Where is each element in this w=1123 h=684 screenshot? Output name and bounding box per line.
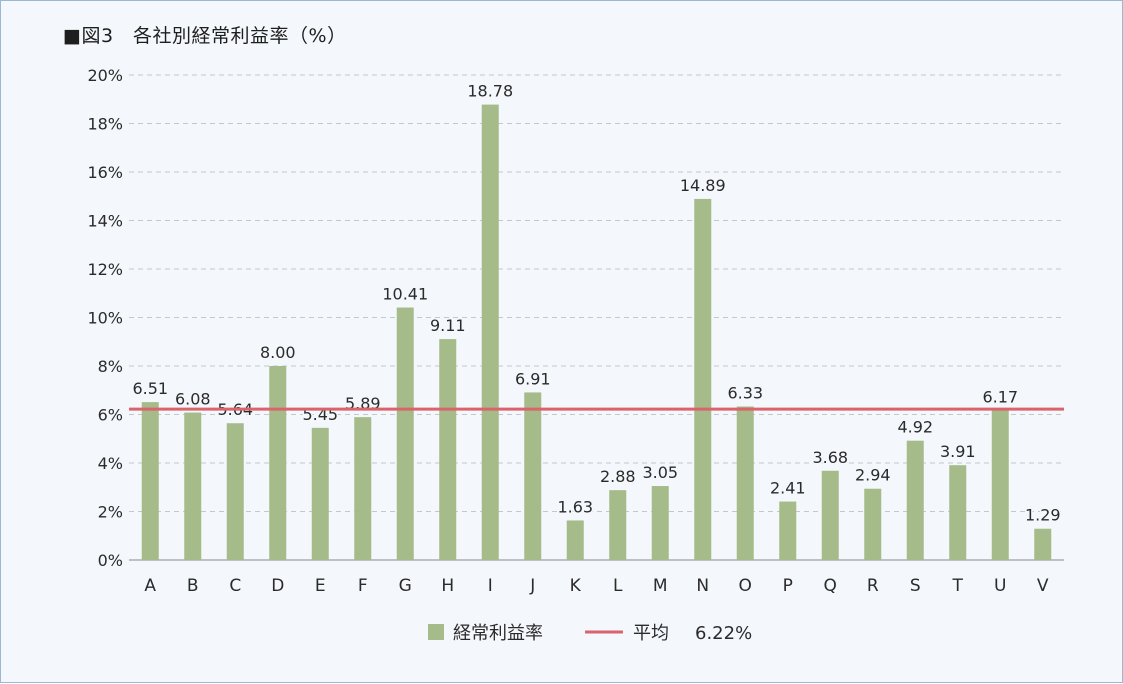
bar <box>864 488 882 560</box>
x-tick-label: V <box>1037 576 1049 596</box>
chart-title: ■図3 各社別経常利益率（%） <box>63 25 347 47</box>
bar <box>991 410 1009 560</box>
y-tick-label: 10% <box>87 309 123 328</box>
legend-swatch-bar <box>428 624 444 640</box>
data-label: 8.00 <box>260 343 296 362</box>
bar <box>524 392 542 560</box>
bar <box>141 402 159 560</box>
x-tick-label: B <box>187 576 199 596</box>
data-label: 1.63 <box>557 497 593 516</box>
bar <box>736 406 754 560</box>
y-tick-label: 20% <box>87 66 123 85</box>
data-label: 9.11 <box>430 316 466 335</box>
x-tick-label: F <box>358 576 368 596</box>
data-label: 3.68 <box>812 448 848 467</box>
x-tick-label: R <box>867 576 879 596</box>
bar <box>651 486 669 560</box>
data-label: 10.41 <box>382 285 428 304</box>
data-label: 14.89 <box>680 176 726 195</box>
data-label: 4.92 <box>897 418 933 437</box>
y-tick-label: 4% <box>98 454 123 473</box>
bar <box>779 501 797 560</box>
y-tick-label: 6% <box>98 406 123 425</box>
bar <box>566 520 584 560</box>
x-tick-label: C <box>229 576 241 596</box>
x-tick-label: L <box>613 576 623 596</box>
y-tick-label: 18% <box>87 115 123 134</box>
y-tick-label: 14% <box>87 212 123 231</box>
x-tick-label: T <box>952 576 964 596</box>
x-tick-label: S <box>910 576 921 596</box>
bar <box>906 440 924 560</box>
bar <box>949 465 967 560</box>
x-tick-label: K <box>570 576 582 596</box>
bar <box>354 417 372 560</box>
bar <box>396 307 414 560</box>
data-label: 2.94 <box>855 466 891 485</box>
bar <box>226 423 244 560</box>
bar <box>694 198 712 561</box>
bar <box>609 490 627 560</box>
data-label: 2.88 <box>600 467 636 486</box>
x-tick-label: A <box>144 576 156 596</box>
data-label: 6.91 <box>515 369 551 388</box>
data-label: 6.51 <box>132 379 168 398</box>
y-tick-label: 8% <box>98 357 123 376</box>
bar <box>439 339 457 560</box>
x-tick-label: D <box>271 576 284 596</box>
x-tick-label: Q <box>824 576 837 596</box>
bar <box>269 366 287 560</box>
x-tick-label: N <box>696 576 709 596</box>
data-label: 3.91 <box>940 442 976 461</box>
y-tick-label: 12% <box>87 260 123 279</box>
x-tick-label: J <box>529 576 535 596</box>
x-tick-label: H <box>441 576 454 596</box>
x-tick-label: G <box>399 576 412 596</box>
y-tick-label: 16% <box>87 163 123 182</box>
bar <box>311 427 329 560</box>
bar <box>481 104 499 561</box>
x-tick-label: O <box>739 576 752 596</box>
data-label: 6.08 <box>175 390 211 409</box>
bar <box>184 412 202 560</box>
data-label: 3.05 <box>642 463 678 482</box>
data-label: 6.33 <box>727 383 763 402</box>
data-label: 1.29 <box>1025 506 1061 525</box>
x-tick-label: M <box>653 576 668 596</box>
x-tick-label: E <box>315 576 326 596</box>
legend-average-value: 6.22% <box>695 623 752 644</box>
data-label: 18.78 <box>467 82 513 101</box>
legend-label-bar: 経常利益率 <box>453 623 543 644</box>
legend-label-average: 平均 <box>633 623 669 644</box>
bar <box>821 470 839 560</box>
bar <box>1034 528 1052 560</box>
y-tick-label: 0% <box>98 551 123 570</box>
x-tick-label: I <box>488 576 493 596</box>
data-label: 2.41 <box>770 479 806 498</box>
y-tick-label: 2% <box>98 503 123 522</box>
data-label: 6.17 <box>982 387 1018 406</box>
x-tick-label: U <box>994 576 1006 596</box>
x-tick-label: P <box>783 576 793 596</box>
